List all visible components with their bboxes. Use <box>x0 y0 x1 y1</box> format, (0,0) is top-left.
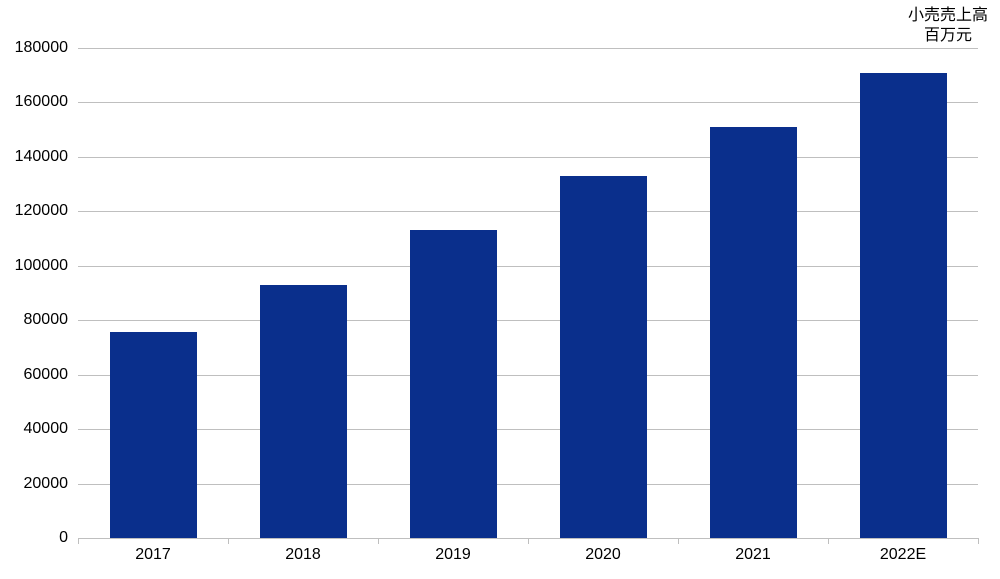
legend-line-2: 百万元 <box>908 26 988 46</box>
grid-line <box>78 320 978 321</box>
x-tick-label: 2021 <box>735 538 771 564</box>
bar <box>710 127 797 538</box>
y-tick-label: 60000 <box>24 366 79 384</box>
y-tick-label: 180000 <box>15 39 78 57</box>
bar <box>560 176 647 538</box>
grid-line <box>78 375 978 376</box>
y-tick-label: 100000 <box>15 257 78 275</box>
legend-line-1: 小売売上高 <box>908 6 988 26</box>
y-tick-label: 20000 <box>24 475 79 493</box>
x-tick-mark <box>978 538 979 544</box>
chart-legend: 小売売上高 百万元 <box>908 6 988 46</box>
x-axis <box>78 538 978 539</box>
grid-line <box>78 484 978 485</box>
x-tick-label: 2019 <box>435 538 471 564</box>
y-tick-label: 40000 <box>24 420 79 438</box>
x-tick-label: 2018 <box>285 538 321 564</box>
y-tick-label: 160000 <box>15 93 78 111</box>
y-tick-label: 140000 <box>15 148 78 166</box>
bar <box>260 285 347 538</box>
bar <box>110 332 197 538</box>
plot-area: 0200004000060000800001000001200001400001… <box>78 48 978 538</box>
grid-line <box>78 266 978 267</box>
grid-line <box>78 48 978 49</box>
bar <box>860 73 947 539</box>
x-tick-label: 2022E <box>880 538 926 564</box>
grid-line <box>78 102 978 103</box>
x-tick-label: 2017 <box>135 538 171 564</box>
grid-line <box>78 211 978 212</box>
x-tick-label: 2020 <box>585 538 621 564</box>
y-tick-label: 120000 <box>15 202 78 220</box>
retail-sales-chart: 小売売上高 百万元 020000400006000080000100000120… <box>0 0 1000 579</box>
y-tick-label: 80000 <box>24 311 79 329</box>
y-tick-label: 0 <box>59 529 78 547</box>
bar <box>410 230 497 538</box>
grid-line <box>78 429 978 430</box>
grid-line <box>78 157 978 158</box>
